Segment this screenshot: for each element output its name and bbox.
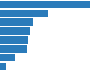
Bar	[0, 63, 6, 70]
Bar	[0, 27, 30, 35]
Bar	[0, 54, 15, 61]
Bar	[0, 10, 48, 17]
Bar	[0, 18, 33, 26]
Bar	[0, 1, 90, 8]
Bar	[0, 36, 28, 44]
Bar	[0, 45, 27, 53]
